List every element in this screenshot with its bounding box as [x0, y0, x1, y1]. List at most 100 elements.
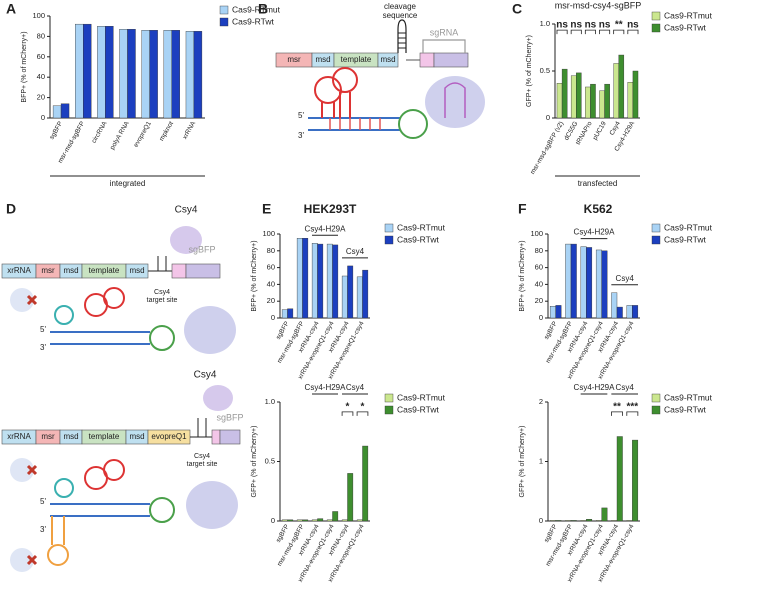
bar: [83, 23, 92, 119]
x-tick-label: circRNA: [91, 120, 109, 145]
rna-strand: [50, 503, 150, 517]
bar: [347, 265, 354, 319]
evopreq1-fold: [47, 544, 69, 566]
guide-label: sgRNA: [430, 27, 459, 37]
legend-swatch: [651, 393, 661, 403]
bar: [296, 519, 303, 522]
guide-label: sgBFP: [188, 244, 215, 254]
legend-label: Cas9-RTmut: [232, 4, 281, 14]
y-axis-label: BFP+ (% of mCherry+): [21, 31, 28, 102]
significance: *: [361, 401, 365, 412]
significance: *: [346, 401, 350, 412]
segment-label: msr: [41, 432, 55, 441]
evopreq1-stem: [51, 516, 65, 545]
group-label: Csy4-H29A: [305, 224, 347, 233]
y-tick-label: 0: [539, 516, 543, 525]
legend-swatch: [219, 17, 229, 27]
bar: [163, 30, 172, 119]
panel-label: A: [6, 1, 16, 17]
y-tick-label: 60: [535, 263, 543, 272]
legend-swatch: [219, 5, 229, 15]
bar: [326, 243, 333, 319]
bar: [193, 31, 203, 119]
significance: ns: [556, 20, 568, 31]
bar: [601, 250, 608, 319]
bar: [604, 83, 610, 119]
significance: ns: [570, 20, 582, 31]
group-label: Csy4-H29A: [574, 228, 616, 237]
bar: [613, 63, 619, 119]
bar: [595, 520, 602, 522]
sig-bracket: [556, 29, 568, 35]
bar: [119, 29, 128, 119]
legend-label: Cas9-RTwt: [232, 16, 275, 26]
site-label: Csy4: [194, 453, 210, 460]
significance: ns: [599, 20, 611, 31]
stem-loop: [103, 459, 125, 481]
legend-label: Cas9-RTwt: [664, 22, 707, 32]
target-hairpin: [148, 256, 172, 272]
y-tick-label: 100: [530, 229, 543, 238]
legend-swatch: [651, 405, 661, 415]
bar: [317, 243, 324, 319]
legend-label: Cas9-RTmut: [397, 222, 446, 232]
group-label: Csy4: [346, 247, 365, 256]
segment-label: msd: [129, 432, 144, 441]
segment-label: msr: [287, 55, 301, 64]
legend-swatch: [651, 235, 661, 245]
group-label: Csy4: [616, 274, 635, 283]
bar: [555, 305, 562, 319]
y-tick-label: 60: [37, 52, 45, 61]
legend-label: Cas9-RTmut: [664, 222, 713, 232]
x-tick-label: Csy4: [609, 120, 623, 137]
y-tick-label: 0: [271, 516, 275, 525]
y-axis-label: GFP+ (% of mCherry+): [526, 35, 533, 107]
stem-loop: [314, 76, 342, 104]
bar: [556, 83, 563, 119]
bar: [565, 243, 572, 319]
sig-bracket: [626, 411, 639, 416]
panel-label: E: [262, 201, 271, 217]
bar: [356, 519, 363, 522]
y-tick-label: 0: [546, 113, 550, 122]
bar: [97, 26, 106, 119]
y-tick-label: 0.5: [265, 456, 275, 465]
cleavage-label: sequence: [383, 11, 418, 20]
bar: [149, 30, 158, 119]
exonuclease: [10, 458, 34, 482]
segment-label: msd: [63, 266, 78, 275]
bar: [585, 86, 591, 119]
segment-label: template: [89, 266, 120, 275]
legend-label: Cas9-RTwt: [664, 234, 707, 244]
exonuclease: [10, 548, 34, 572]
chart-title: K562: [584, 202, 613, 216]
bar: [555, 520, 562, 522]
y-tick-label: 1: [539, 456, 543, 465]
y-tick-label: 80: [267, 246, 275, 255]
bar: [632, 305, 639, 319]
xrrna-fold: [54, 478, 74, 498]
y-tick-label: 20: [37, 93, 45, 102]
bar: [326, 519, 333, 522]
panel-label: B: [258, 1, 268, 17]
bar: [347, 473, 354, 522]
sig-bracket: [611, 411, 623, 416]
end-label: 3': [40, 343, 46, 352]
block-mark: [26, 464, 38, 476]
y-tick-label: 1.0: [540, 19, 550, 28]
stem: [321, 92, 351, 118]
legend-label: Cas9-RTmut: [397, 392, 446, 402]
bar: [580, 520, 587, 522]
segment-label: template: [341, 55, 372, 64]
legend-swatch: [384, 235, 394, 245]
bar: [185, 31, 195, 119]
segment-label: template: [89, 432, 120, 441]
end-label: 5': [298, 111, 304, 120]
significance: ns: [585, 20, 597, 31]
legend-label: Cas9-RTwt: [397, 404, 440, 414]
segment-label: xrRNA: [7, 266, 31, 275]
legend-label: Cas9-RTwt: [397, 234, 440, 244]
group-label: Csy4: [616, 383, 635, 392]
x-tick-label: sgBFP: [48, 120, 64, 140]
block-mark: [26, 294, 38, 306]
